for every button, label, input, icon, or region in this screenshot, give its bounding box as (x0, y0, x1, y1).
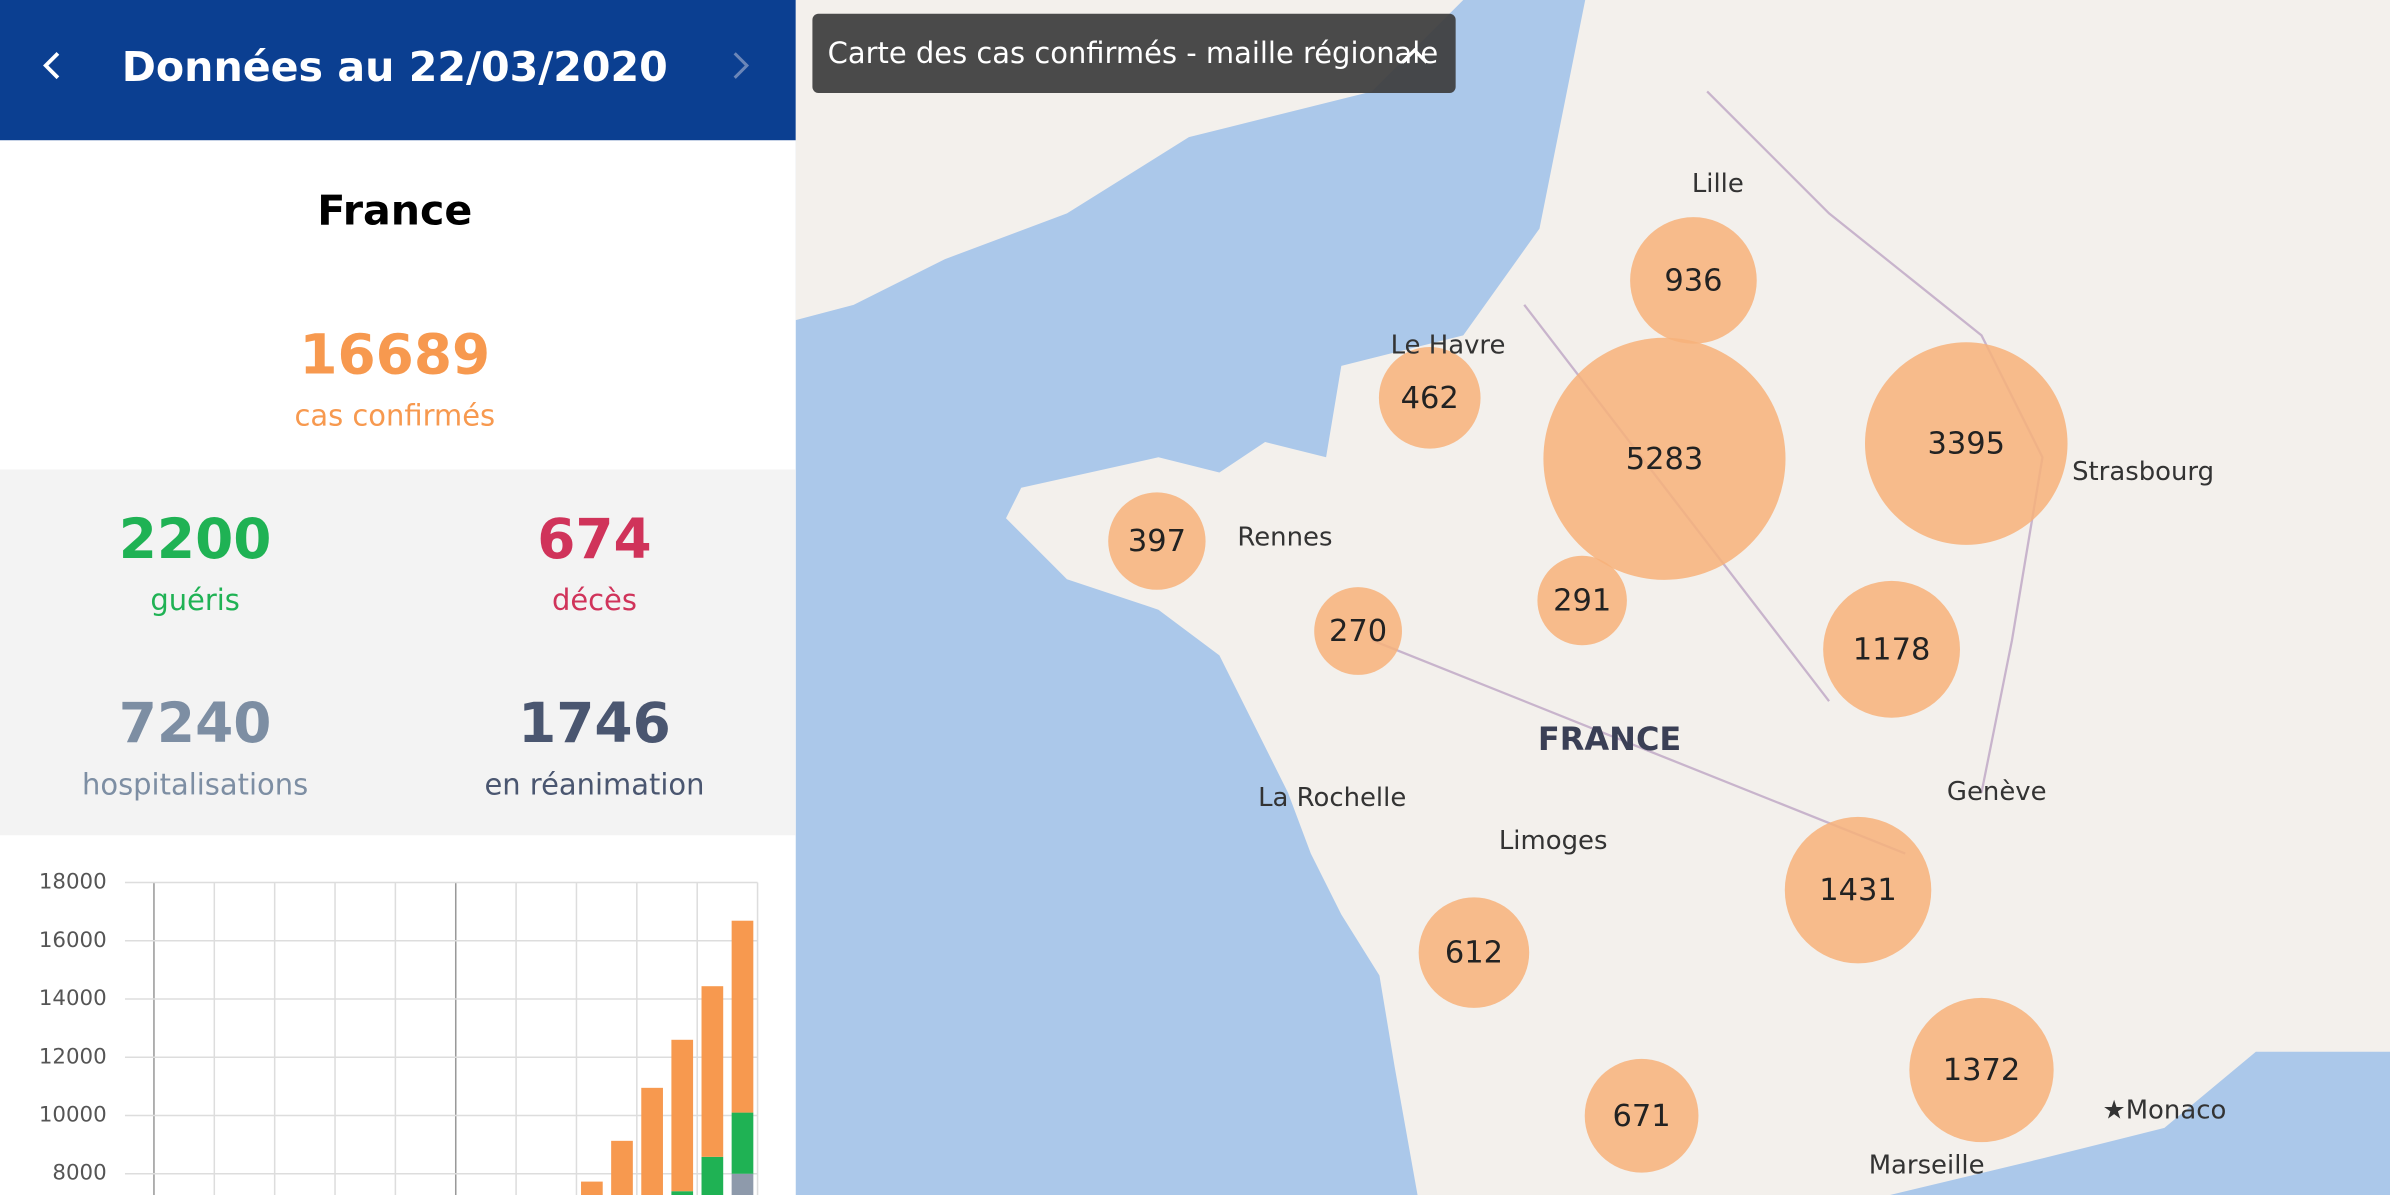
bar-segment (611, 1140, 633, 1195)
city-label: Marseille (1869, 1151, 1985, 1181)
bubble-label: 462 (1401, 381, 1459, 416)
region-bubble (1108, 492, 1206, 590)
map-toggle-label: Carte des cas confirmés - maille régiona… (828, 36, 1439, 70)
bubble-label: 1372 (1943, 1053, 2021, 1088)
city-label: Limoges (1499, 826, 1608, 856)
bar-segment (731, 1112, 754, 1174)
confirmed-label: cas confirmés (294, 399, 495, 433)
city-label: La Rochelle (1258, 783, 1406, 813)
header-title: Données au 22/03/2020 (122, 43, 668, 91)
region-bubble (1630, 217, 1757, 344)
region-bubble (1537, 555, 1627, 646)
hospitalized-label: hospitalisations (82, 768, 308, 802)
icu-value: 1746 (518, 691, 671, 755)
region-bubble (1584, 1058, 1699, 1173)
city-label: Le Havre (1391, 331, 1506, 361)
land (1005, 0, 2390, 1195)
bubble-label: 291 (1553, 584, 1611, 619)
map-overlay: 936 462 5283 3395 397 270 291 1178 1431 612 1372 67… (1108, 169, 2226, 1181)
city-label: Strasbourg (2072, 457, 2214, 487)
bubble-label: 936 (1664, 263, 1722, 298)
y-tick-label: 18000 (39, 870, 107, 895)
recovered-value: 2200 (119, 507, 272, 571)
y-tick-label: 12000 (39, 1044, 107, 1069)
bubble-label: 612 (1445, 936, 1503, 971)
map-toggle[interactable] (812, 13, 1456, 93)
bar-segment (641, 1087, 663, 1195)
city-label: Lille (1692, 169, 1744, 199)
bar-segment (731, 920, 754, 1113)
deaths-label: décès (552, 583, 637, 617)
hospitalized-value: 7240 (119, 691, 272, 755)
region-title: France (317, 186, 472, 234)
bar-segment (581, 1181, 603, 1195)
chevron[interactable] (1401, 47, 1428, 64)
region-bubble (1314, 587, 1402, 675)
y-tick-label: 10000 (39, 1102, 107, 1127)
bubble-label: 397 (1128, 524, 1186, 559)
bubble-label: 270 (1329, 614, 1387, 649)
region-bubble (1378, 347, 1481, 449)
bar-segment (701, 986, 724, 1157)
region-bubble (1909, 997, 2054, 1143)
bubble-label: 5283 (1626, 442, 1704, 477)
bubble-label: 671 (1613, 1099, 1671, 1134)
deaths-value: 674 (537, 507, 652, 571)
bubble-label: 1178 (1853, 632, 1931, 667)
region-bubble (1543, 337, 1786, 580)
city-label: FRANCE (1538, 720, 1681, 758)
region-bubble (1418, 897, 1530, 1008)
icu-label: en réanimation (484, 768, 704, 802)
y-tick-label: 16000 (39, 928, 107, 953)
y-tick-label: 14000 (39, 986, 107, 1011)
bar-segment (671, 1039, 694, 1192)
city-label: Genève (1947, 777, 2047, 807)
chart: 8000 10000 12000 14000 16000 18000 (39, 870, 759, 1195)
region-bubble (1864, 342, 2068, 545)
city-label: Rennes (1237, 523, 1332, 553)
prev-arrow[interactable] (43, 52, 60, 80)
region-bubble (1823, 580, 1960, 718)
bar-segment (731, 1173, 754, 1195)
bubble-label: 1431 (1819, 873, 1897, 908)
bar-segment (701, 1156, 724, 1195)
stats-box (0, 469, 796, 836)
bar-segment (671, 1191, 694, 1195)
confirmed-value: 16689 (299, 322, 490, 386)
next-arrow[interactable] (733, 52, 750, 79)
y-tick-label: 8000 (52, 1161, 106, 1186)
bubble-label: 3395 (1927, 427, 2005, 462)
city-label: ★Monaco (2102, 1096, 2226, 1126)
header-bar (0, 0, 796, 141)
region-bubble (1784, 816, 1932, 964)
recovered-label: guéris (150, 583, 240, 617)
bars (581, 920, 754, 1195)
